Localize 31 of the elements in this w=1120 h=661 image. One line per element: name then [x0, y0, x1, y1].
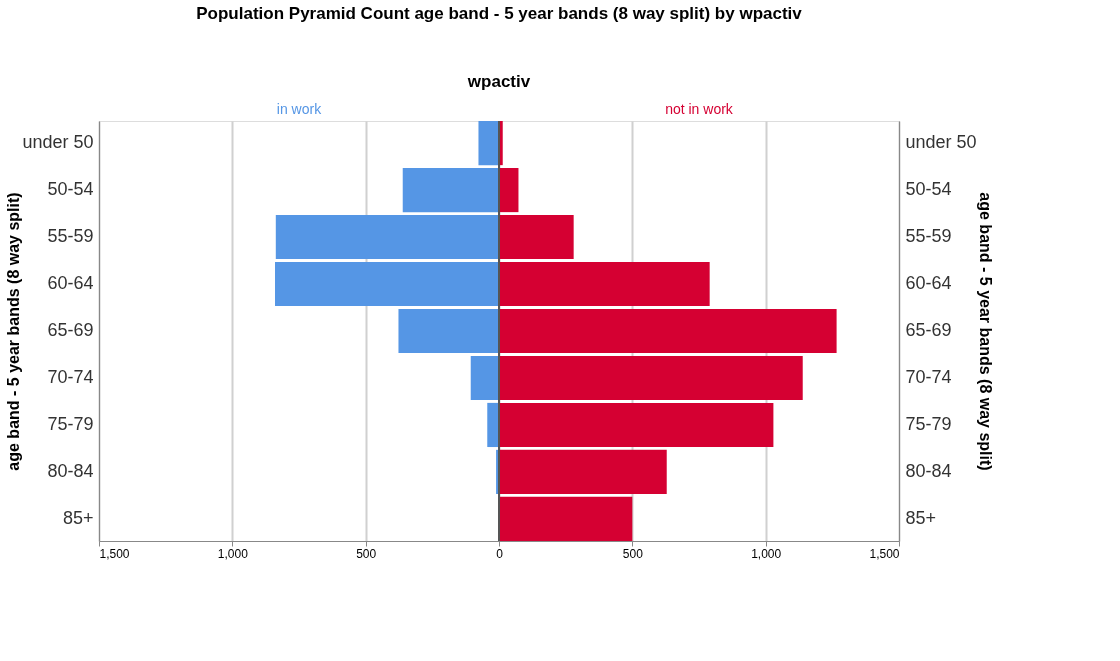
x-tick-label: 1,000	[751, 546, 782, 561]
x-tick-label: 0	[496, 546, 504, 561]
y-axis-title: age band - 5 year bands (8 way split)	[5, 192, 23, 471]
category-label: 60-64	[905, 273, 952, 294]
category-label: 75-79	[905, 413, 952, 434]
category-label: 85+	[905, 507, 937, 528]
y-tick-label: 75-79	[47, 413, 94, 434]
y-tick-label: 60-64	[47, 273, 94, 294]
x-tick-label: 500	[622, 546, 644, 561]
legend-title: wpactiv	[466, 72, 531, 91]
x-tick-label: 500	[356, 546, 377, 561]
chart-title: Population Pyramid Count age band - 5 year bands (8 way split) by wpactiv	[196, 4, 803, 23]
x-tick-label: 1,500	[99, 546, 130, 561]
y-tick-label: 70-74	[47, 366, 94, 387]
y-tick-label: 80-84	[47, 460, 94, 481]
category-label: 70-74	[905, 366, 952, 387]
y-tick-label: 85+	[62, 507, 94, 528]
y-tick-label: under 50	[22, 132, 94, 153]
text: not in work	[665, 101, 734, 117]
category-label: under 50	[905, 132, 977, 153]
category-label: 80-84	[905, 460, 952, 481]
y2-axis-title: age band - 5 year bands (8 way split)	[976, 192, 994, 471]
x-tick-label: 1,500	[869, 546, 900, 561]
y-tick-label: 65-69	[47, 320, 94, 340]
category-label: 50-54	[905, 179, 952, 200]
category-label: 65-69	[905, 320, 952, 340]
x-tick-label: 1,000	[217, 546, 249, 561]
y-tick-label: 50-54	[47, 179, 94, 200]
category-label: 55-59	[905, 226, 952, 247]
text: in work	[276, 101, 323, 117]
y-tick-label: 55-59	[47, 226, 94, 247]
